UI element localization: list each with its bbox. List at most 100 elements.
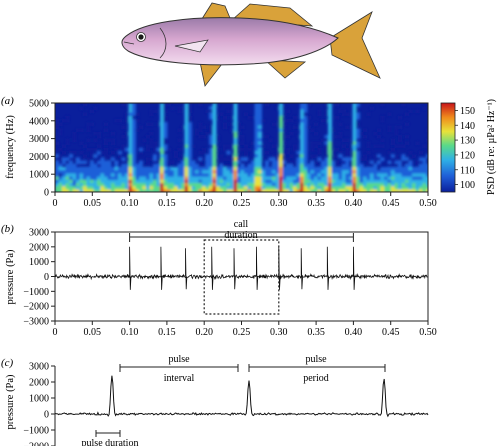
spectrogram-cell	[345, 163, 350, 168]
spectrogram-cell	[303, 135, 308, 139]
spectrogram-cell	[97, 173, 101, 178]
spectrogram-cell	[240, 173, 245, 178]
spectrogram-cell	[265, 103, 269, 107]
spectrogram-cell	[328, 115, 332, 120]
spectrogram-cell	[282, 170, 287, 174]
spectrogram-cell	[191, 176, 196, 181]
spectrogram-cell	[356, 154, 360, 158]
spectrogram-cell	[79, 160, 84, 165]
spectrogram-cell	[170, 183, 175, 187]
spectrogram-cell	[118, 189, 122, 192]
spectrogram-cell	[65, 179, 70, 184]
spectrogram-cells	[55, 103, 428, 192]
spectrogram-cell	[209, 151, 213, 155]
spectrogram-cell	[426, 167, 428, 171]
spectrogram-cell	[293, 167, 297, 171]
waveform-x-tick-label: 0	[53, 327, 58, 338]
spectrogram-cell	[237, 135, 241, 139]
spectrogram-cell	[244, 170, 248, 174]
spectrogram-cell	[233, 112, 238, 117]
spectrogram-cell	[349, 186, 353, 190]
spectrogram-cell	[223, 189, 227, 192]
spectrogram-cell	[202, 170, 206, 174]
spectrogram-cell	[104, 183, 108, 187]
zoom-y-tick-label: −2000	[23, 442, 49, 446]
spectrogram-cell	[104, 179, 108, 184]
spectrogram-cell	[125, 119, 129, 123]
spectrogram-cell	[261, 186, 266, 190]
spectrogram-cell	[191, 157, 196, 162]
spectrogram-cell	[324, 109, 329, 114]
spectrogram-cell	[121, 183, 126, 187]
spectrogram-cell	[279, 147, 283, 152]
spectrogram-cell	[314, 189, 318, 192]
spectrogram-cell	[370, 189, 374, 192]
spectrogram-cell	[83, 103, 87, 107]
spectrogram-cell	[79, 106, 84, 110]
spectrogram-cell	[202, 183, 206, 187]
spectrogram-cell	[289, 167, 294, 171]
spectrogram-cell	[149, 138, 154, 142]
spectrogram-cell	[317, 179, 322, 184]
spectrogram-cell	[163, 157, 168, 162]
spectrogram-cell	[261, 119, 266, 123]
waveform-x-tick-label: 0.50	[419, 327, 437, 338]
spectrogram-cell	[202, 176, 206, 181]
spectrogram-cell	[156, 147, 161, 152]
spectrogram-cell	[314, 141, 318, 146]
spectrogram-cell	[272, 163, 276, 168]
spectrogram-cell	[352, 167, 357, 171]
spectrogram-cell	[352, 157, 357, 162]
spectrogram-cell	[401, 103, 406, 107]
spectrogram-cell	[394, 144, 399, 149]
spectrogram-cell	[401, 160, 406, 165]
spectrogram-cell	[216, 186, 220, 190]
spectrogram-cell	[247, 173, 252, 178]
spectrogram-cell	[261, 189, 266, 192]
spectrogram-cell	[76, 173, 80, 178]
spectrogram-cell	[244, 183, 248, 187]
spectrogram-cell	[86, 186, 91, 190]
spectrogram-cell	[342, 138, 346, 142]
spectrogram-cell	[303, 163, 308, 168]
spectrogram-cell	[296, 179, 301, 184]
spectrogram-cell	[293, 173, 297, 178]
spectrogram-cell	[149, 157, 154, 162]
spectrogram-cell	[55, 173, 59, 178]
spectrogram-cell	[118, 176, 122, 181]
spectrogram-cell	[237, 128, 241, 133]
spectrogram-cell	[310, 170, 315, 174]
spectrogram-cell	[254, 170, 259, 174]
spectrogram-cell	[121, 167, 126, 171]
spectrogram-cell	[408, 109, 413, 114]
spectrogram-cell	[174, 170, 178, 174]
spectrogram-cell	[212, 183, 217, 187]
spectrogram-cell	[363, 135, 367, 139]
spectrogram-cell	[300, 103, 304, 107]
spectrogram-cell	[254, 125, 259, 130]
spectrogram-cell	[387, 112, 392, 117]
spectrogram-cell	[345, 157, 350, 162]
panel-label-c: (c)	[1, 357, 14, 369]
spectrogram-cell	[167, 186, 171, 190]
fish-tail-fin	[329, 11, 381, 79]
spectrogram-cell	[233, 115, 238, 120]
spectrogram-cell	[177, 170, 182, 174]
spectrogram-cell	[324, 176, 329, 181]
spectrogram-cell	[244, 144, 248, 149]
spectrogram-cell	[226, 109, 231, 114]
spectrogram-cell	[363, 128, 367, 133]
spectrogram-cell	[356, 157, 360, 162]
spectrogram-cell	[412, 183, 416, 187]
spectrogram-cell	[377, 183, 381, 187]
spectrogram-cell	[114, 119, 119, 123]
spectrogram-cell	[230, 122, 234, 126]
spectrogram-cell	[160, 189, 164, 192]
spectrogram-cell	[90, 147, 94, 152]
spectrogram-cell	[328, 167, 332, 171]
spectrogram-cell	[300, 125, 304, 130]
spectrogram-cell	[132, 125, 136, 130]
spectrogram-cell	[324, 157, 329, 162]
spectrogram-cell	[184, 157, 189, 162]
